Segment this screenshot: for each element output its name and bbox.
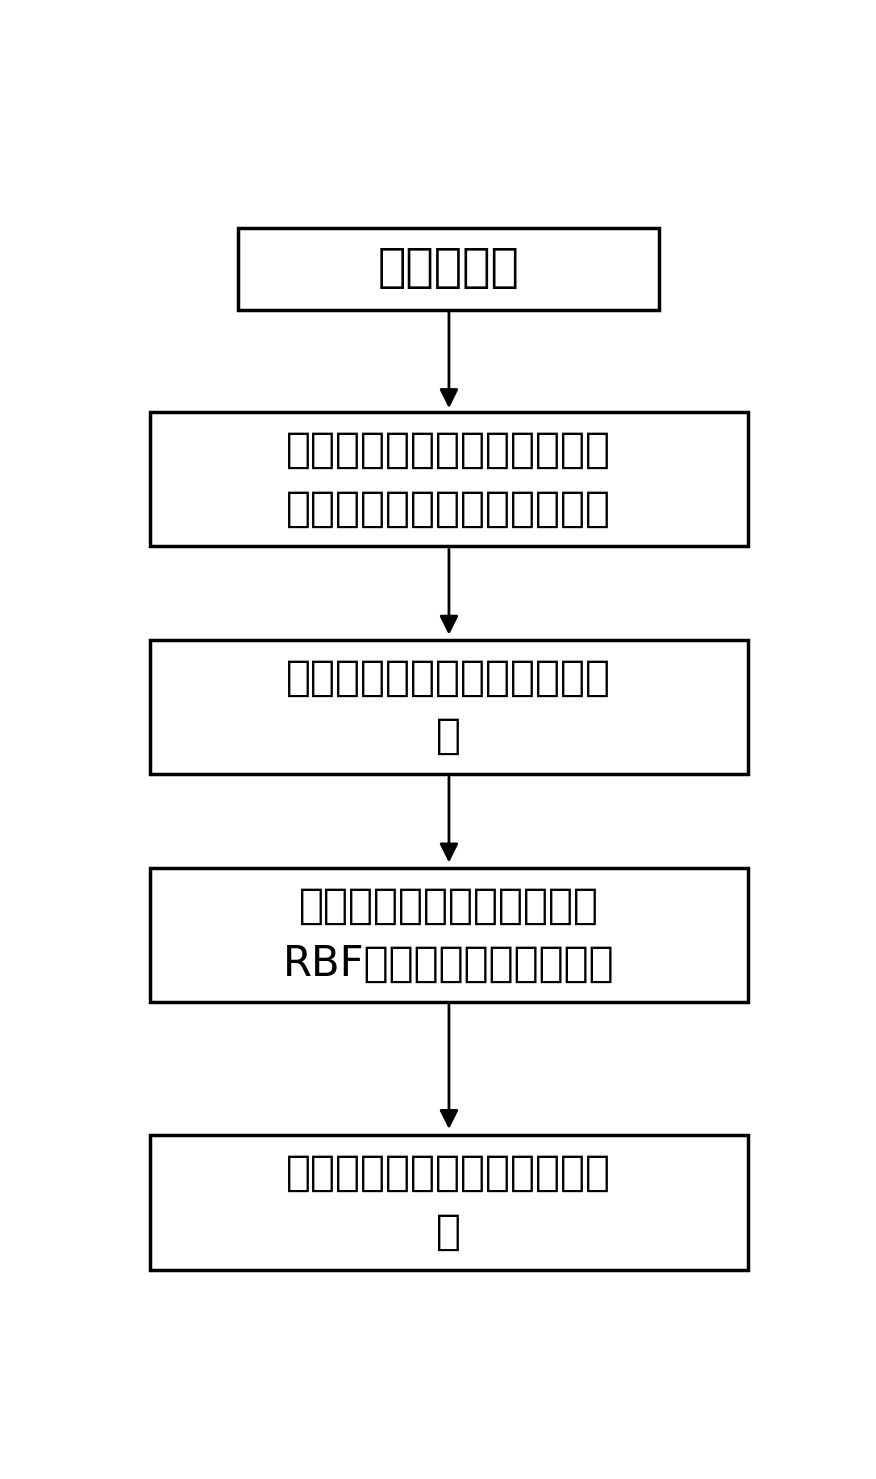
Bar	[150, 1136, 747, 1269]
Text: 求取光纤状态综合评价隶属度
值: 求取光纤状态综合评价隶属度 值	[286, 657, 611, 757]
Text: 对光纤状态进行实时的评估分
析: 对光纤状态进行实时的评估分 析	[286, 1152, 611, 1253]
Bar	[150, 868, 747, 1001]
Text: 数据预处理: 数据预处理	[378, 246, 519, 291]
Bar	[238, 228, 660, 309]
Bar	[150, 640, 747, 774]
Text: 构建基于改进的隶属度函数的
光纤状态隶属度综合评价模型: 构建基于改进的隶属度函数的 光纤状态隶属度综合评价模型	[286, 429, 611, 529]
Bar	[150, 413, 747, 546]
Text: 结合综合评价隶属度值构建
RBF神经网络评估分析模型: 结合综合评价隶属度值构建 RBF神经网络评估分析模型	[283, 884, 615, 985]
